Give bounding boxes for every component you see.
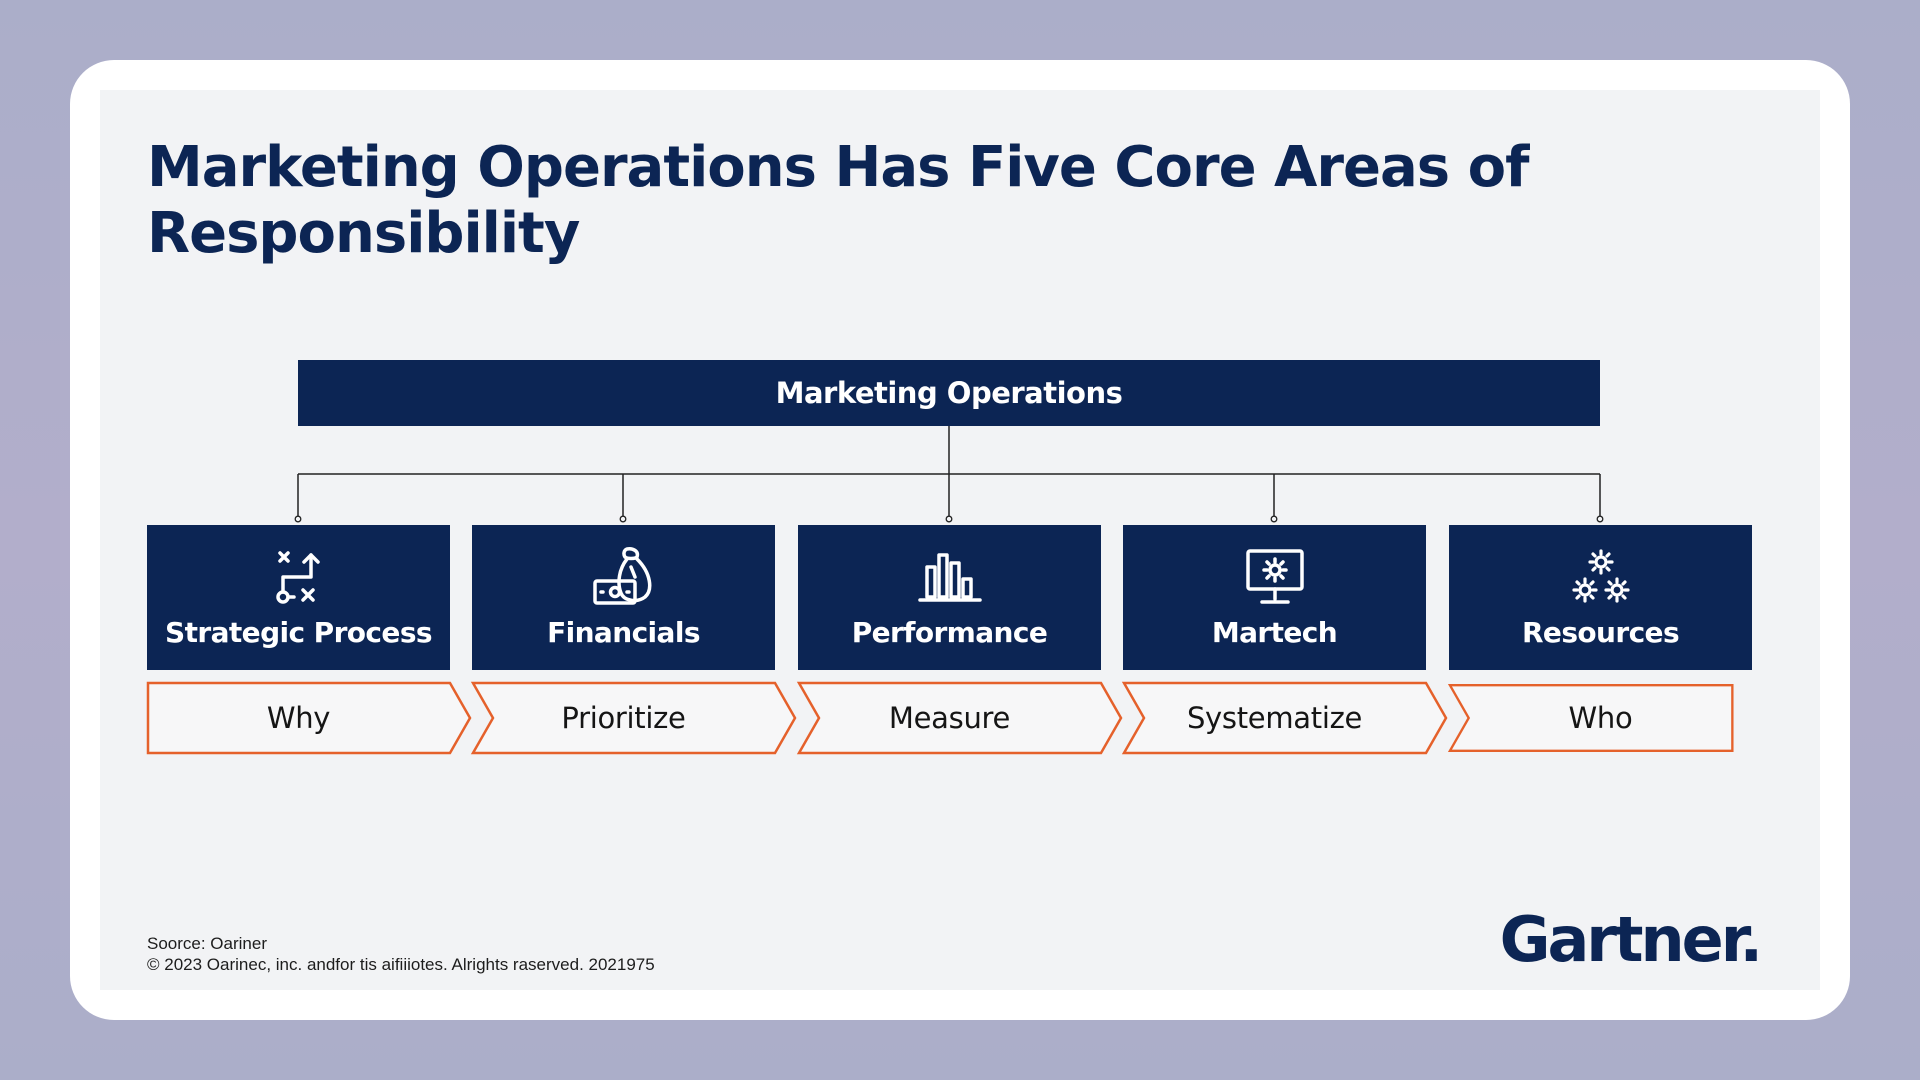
chevron-shape: [796, 681, 1123, 755]
area-box-martech: Martech: [1123, 525, 1426, 670]
monitor-gear-icon: [1123, 545, 1426, 611]
root-node: Marketing Operations: [298, 360, 1600, 426]
slide-card: Marketing Operations Has Five Core Areas…: [70, 60, 1850, 1020]
area-box-resources: Resources: [1449, 525, 1752, 670]
chevron-prioritize: Prioritize: [470, 681, 797, 755]
area-label: Martech: [1211, 616, 1338, 649]
chevron-shape: [1121, 681, 1448, 755]
gears-icon: [1449, 545, 1752, 611]
chevron-why: Why: [146, 681, 472, 755]
copyright-line: © 2023 Oarinec, inc. andfor tis aifiiiot…: [147, 955, 655, 974]
connector-node: [294, 515, 302, 523]
chevron-label: Who: [1568, 701, 1633, 735]
gartner-logo: Gartner.: [1499, 903, 1763, 976]
bar-chart-icon: [798, 545, 1101, 611]
chevron-measure: Measure: [796, 681, 1123, 755]
source-note: Soorce: Oariner © 2023 Oarinec, inc. and…: [147, 933, 655, 975]
page-title: Marketing Operations Has Five Core Areas…: [147, 135, 1529, 266]
area-label: Performance: [851, 616, 1048, 649]
chevron-shape: [146, 681, 472, 755]
slide: Marketing Operations Has Five Core Areas…: [100, 90, 1820, 990]
chevron-label: Why: [266, 701, 331, 735]
connector-node: [1596, 515, 1604, 523]
chevron-who: Who: [1447, 682, 1773, 754]
root-node-label: Marketing Operations: [775, 376, 1123, 410]
connector-node: [945, 515, 953, 523]
area-label: Resources: [1521, 616, 1680, 649]
chevron-label: Measure: [888, 701, 1011, 735]
area-label: Financials: [547, 616, 700, 649]
money-bag-icon: [472, 545, 775, 611]
chevron-shape: [1447, 683, 1734, 753]
area-box-strategic-process: Strategic Process: [147, 525, 450, 670]
connector-node: [1270, 515, 1278, 523]
connector-node: [619, 515, 627, 523]
area-label: Strategic Process: [165, 616, 433, 649]
source-line: Soorce: Oariner: [147, 934, 267, 953]
chevron-systematize: Systematize: [1121, 681, 1448, 755]
strategy-icon: [147, 545, 450, 611]
chevron-shape: [470, 681, 797, 755]
area-box-performance: Performance: [798, 525, 1101, 670]
chevron-label: Systematize: [1186, 701, 1363, 735]
chevron-label: Prioritize: [561, 701, 686, 735]
area-box-financials: Financials: [472, 525, 775, 670]
